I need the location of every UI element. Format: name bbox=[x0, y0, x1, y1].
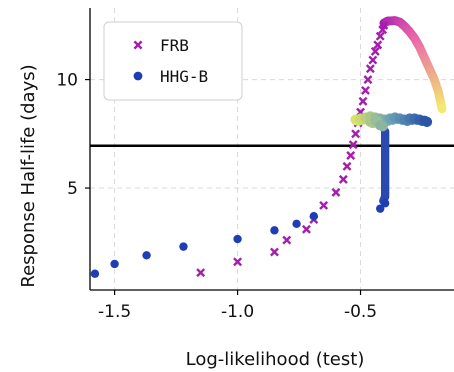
legend-label-hhg-b: HHG-B bbox=[160, 67, 208, 86]
x-axis-label: Log-likelihood (test) bbox=[186, 349, 365, 370]
cluster-point-29 bbox=[421, 116, 433, 128]
frb-point-19 bbox=[368, 55, 378, 65]
axes-layer bbox=[89, 8, 454, 291]
frb-point-2 bbox=[270, 247, 279, 257]
frb-point-9 bbox=[342, 161, 352, 171]
legend: FRB HHG-B bbox=[103, 21, 243, 101]
frb-point-3 bbox=[282, 235, 292, 245]
frb-point-10 bbox=[346, 151, 356, 160]
frb-point-0 bbox=[196, 268, 206, 278]
legend-marker-hhg-b bbox=[133, 71, 143, 81]
frb-point-22 bbox=[375, 31, 385, 41]
hhg-b-point-2 bbox=[142, 251, 151, 260]
frb-point-4 bbox=[301, 224, 311, 234]
x-tick-label-0: -1.5 bbox=[98, 302, 131, 322]
hhg-b-point-7 bbox=[309, 212, 319, 221]
hhg-b-point-8 bbox=[376, 204, 385, 213]
frb-point-11 bbox=[348, 140, 358, 150]
x-tick-label-2: -0.5 bbox=[344, 302, 377, 322]
frb-point-15 bbox=[358, 96, 368, 106]
y-tick-label-0: 5 bbox=[67, 179, 78, 199]
hhg-b-point-0 bbox=[90, 269, 100, 278]
arc-point-103 bbox=[437, 104, 447, 114]
legend-box bbox=[103, 21, 243, 101]
legend-label-frb: FRB bbox=[160, 36, 189, 55]
points-layer bbox=[90, 16, 447, 278]
hhg-b-point-1 bbox=[110, 259, 119, 269]
y-tick-label-1: 10 bbox=[56, 71, 78, 91]
cluster-point-35 bbox=[377, 121, 388, 132]
frb-point-1 bbox=[233, 257, 243, 267]
frb-point-7 bbox=[331, 187, 341, 197]
frb-point-24 bbox=[379, 20, 389, 30]
legend-marker-frb bbox=[133, 40, 143, 50]
hhg-b-point-6 bbox=[292, 219, 301, 229]
hhg-b-point-3 bbox=[179, 242, 188, 251]
y-axis-label: Response Half-life (days) bbox=[18, 64, 39, 287]
x-tick-label-1: -1.0 bbox=[221, 302, 254, 322]
frb-point-6 bbox=[319, 200, 329, 210]
legend-x-marker bbox=[133, 40, 143, 50]
hhg-b-point-9 bbox=[380, 199, 390, 208]
frb-point-8 bbox=[338, 174, 348, 184]
frb-point-18 bbox=[365, 64, 375, 74]
frb-point-12 bbox=[351, 129, 361, 139]
legend-dot-marker bbox=[133, 71, 143, 81]
ticks-layer: -1.5 -1.0 -0.5 5 10 bbox=[56, 71, 377, 322]
frb-point-17 bbox=[363, 75, 373, 85]
frb-point-20 bbox=[370, 46, 380, 56]
hhg-b-point-4 bbox=[233, 234, 242, 244]
frb-point-21 bbox=[373, 40, 383, 50]
hhg-b-point-5 bbox=[270, 226, 279, 235]
frb-point-16 bbox=[361, 85, 370, 95]
